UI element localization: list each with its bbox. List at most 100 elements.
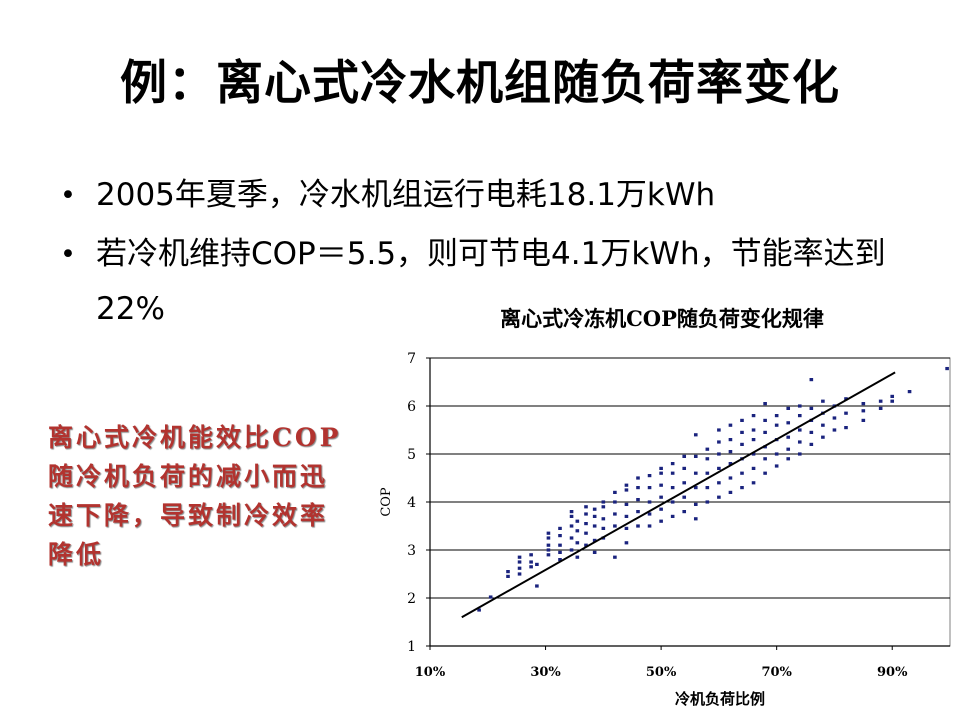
data-point xyxy=(861,402,866,406)
data-point xyxy=(506,570,510,574)
data-point xyxy=(728,462,733,466)
data-point xyxy=(728,450,733,454)
data-point xyxy=(763,418,767,422)
data-point xyxy=(751,481,756,485)
data-point xyxy=(751,438,756,442)
data-point xyxy=(546,531,551,535)
data-point xyxy=(647,524,652,528)
data-point xyxy=(575,541,580,545)
data-point xyxy=(832,416,837,420)
data-point xyxy=(717,440,721,444)
data-point xyxy=(670,462,675,466)
data-point xyxy=(821,423,825,427)
data-point xyxy=(517,555,522,559)
data-point xyxy=(705,457,710,461)
data-point xyxy=(529,553,533,557)
data-point xyxy=(647,500,652,504)
data-point xyxy=(659,519,663,523)
data-point xyxy=(797,404,802,408)
data-point xyxy=(763,471,767,475)
data-point xyxy=(728,438,733,442)
y-axis-label: COP xyxy=(379,487,394,517)
data-point xyxy=(797,428,802,432)
data-point xyxy=(546,553,551,557)
data-point xyxy=(890,399,895,403)
data-point xyxy=(832,428,837,432)
data-point xyxy=(584,505,588,509)
data-point xyxy=(569,536,574,540)
bullet-text: 若冷机维持COP＝5.5，则可节电4.1万kWh，节能率达到22% xyxy=(96,236,886,327)
data-point xyxy=(636,498,640,502)
y-tick-label: 5 xyxy=(407,447,416,463)
bullet-item: • 2005年夏季，冷水机组运行电耗18.1万kWh xyxy=(58,168,898,223)
data-point xyxy=(636,486,640,490)
data-point xyxy=(558,526,562,530)
data-point xyxy=(682,510,687,514)
data-point xyxy=(693,471,698,475)
data-point xyxy=(774,452,779,456)
data-point xyxy=(740,442,744,446)
data-point xyxy=(575,529,580,533)
y-tick-label: 6 xyxy=(407,399,416,415)
data-point xyxy=(728,490,733,494)
data-point xyxy=(659,483,663,487)
data-point xyxy=(575,555,580,559)
data-point xyxy=(809,430,814,434)
data-point xyxy=(693,517,698,521)
data-point xyxy=(601,500,606,504)
x-tick-label: 50% xyxy=(646,665,677,680)
data-point xyxy=(529,565,533,569)
data-point xyxy=(647,486,652,490)
data-point xyxy=(624,488,629,492)
data-point xyxy=(601,526,606,530)
data-point xyxy=(861,418,866,422)
data-point xyxy=(728,423,733,427)
data-point xyxy=(786,406,791,410)
data-point xyxy=(786,435,791,439)
x-tick-label: 30% xyxy=(530,665,561,680)
y-tick-label: 3 xyxy=(407,543,416,559)
chart-title: 离心式冷冻机COP随负荷变化规律 xyxy=(500,306,824,331)
data-point xyxy=(821,435,825,439)
data-point xyxy=(613,555,617,559)
data-point xyxy=(647,512,652,516)
data-point xyxy=(601,517,606,521)
data-point xyxy=(670,471,675,475)
data-point xyxy=(624,483,629,487)
data-point xyxy=(584,522,588,526)
data-point xyxy=(740,418,744,422)
data-point xyxy=(659,507,663,511)
data-point xyxy=(705,447,710,451)
data-point xyxy=(740,486,744,490)
data-point xyxy=(624,526,629,530)
data-point xyxy=(535,584,539,588)
data-point xyxy=(682,454,687,458)
data-point xyxy=(682,495,687,499)
y-tick-label: 1 xyxy=(407,639,416,655)
bullet-dot-icon: • xyxy=(60,180,76,211)
data-point xyxy=(878,399,883,403)
data-point xyxy=(569,548,574,552)
data-point xyxy=(592,550,597,554)
data-point xyxy=(670,500,675,504)
data-point xyxy=(584,543,588,547)
data-point xyxy=(659,495,663,499)
data-point xyxy=(693,486,698,490)
data-point xyxy=(546,536,551,540)
data-point xyxy=(763,402,767,406)
data-point xyxy=(797,452,802,456)
data-point xyxy=(809,406,814,410)
data-point xyxy=(584,531,588,535)
y-tick-label: 7 xyxy=(407,351,416,367)
data-point xyxy=(546,548,551,552)
data-point xyxy=(636,524,640,528)
data-point xyxy=(763,457,767,461)
data-point xyxy=(809,442,814,446)
data-point xyxy=(844,397,848,401)
data-point xyxy=(477,608,481,612)
data-point xyxy=(717,452,721,456)
callout-note: 离心式冷机能效比COP随冷机负荷的减小而迅速下降，导致制冷效率降低 xyxy=(48,423,342,569)
data-point xyxy=(907,390,912,394)
data-point xyxy=(705,486,710,490)
data-point xyxy=(693,433,698,437)
